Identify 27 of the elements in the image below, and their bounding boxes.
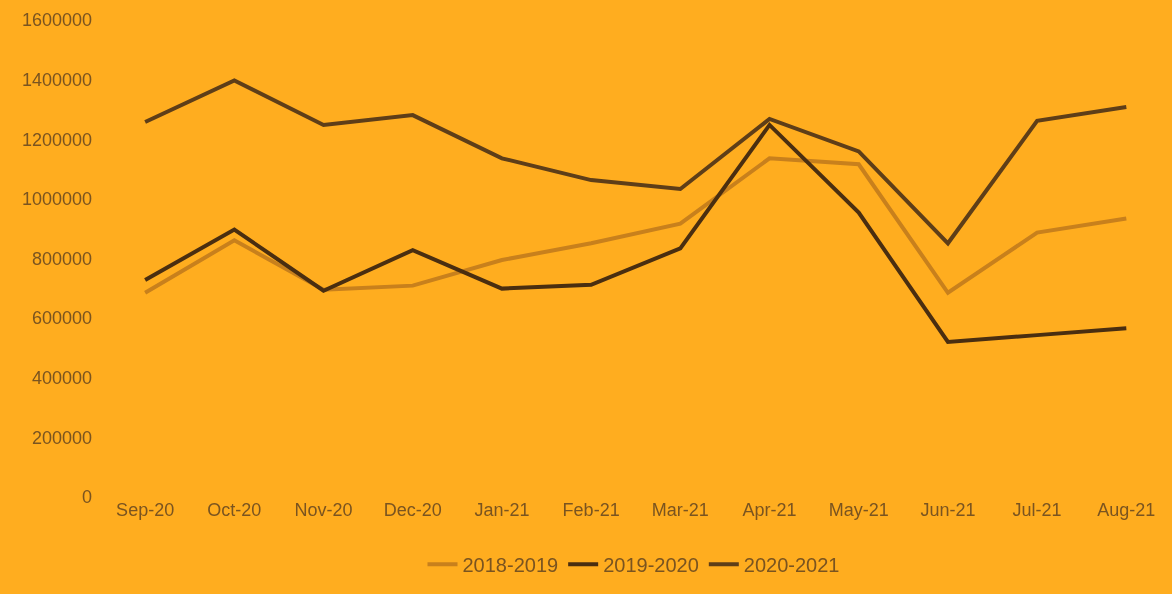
x-tick-label: Feb-21: [562, 500, 620, 520]
x-tick-label: Jul-21: [1012, 500, 1062, 520]
x-tick-label: Oct-20: [207, 500, 262, 520]
y-tick-label: 800000: [31, 248, 92, 269]
x-tick-label: Nov-20: [294, 500, 353, 520]
line-series: [143, 78, 1129, 246]
x-tick-label: Jan-21: [474, 500, 530, 520]
x-tick-label: Jun-21: [920, 500, 976, 520]
line-series: [143, 156, 1129, 295]
line-series: [143, 122, 1129, 344]
x-tick-label: Sep-20: [116, 500, 175, 520]
x-tick-label: Mar-21: [651, 500, 709, 520]
legend-label: 2018-2019: [462, 554, 559, 576]
y-tick-label: 0: [81, 487, 92, 508]
legend-label: 2019-2020: [603, 554, 699, 576]
y-tick-label: 1200000: [21, 129, 92, 150]
y-tick-label: 1000000: [21, 189, 92, 210]
x-tick-label: May-21: [828, 500, 889, 520]
y-tick-label: 1600000: [21, 10, 92, 31]
x-tick-label: Dec-20: [383, 500, 442, 520]
y-tick-label: 400000: [31, 368, 92, 389]
x-tick-label: Aug-21: [1097, 500, 1156, 520]
y-tick-label: 200000: [31, 427, 92, 448]
legend-label: 2020-2021: [743, 554, 840, 576]
y-tick-label: 600000: [31, 308, 92, 329]
y-tick-label: 1400000: [21, 69, 92, 90]
x-tick-label: Apr-21: [742, 500, 797, 520]
